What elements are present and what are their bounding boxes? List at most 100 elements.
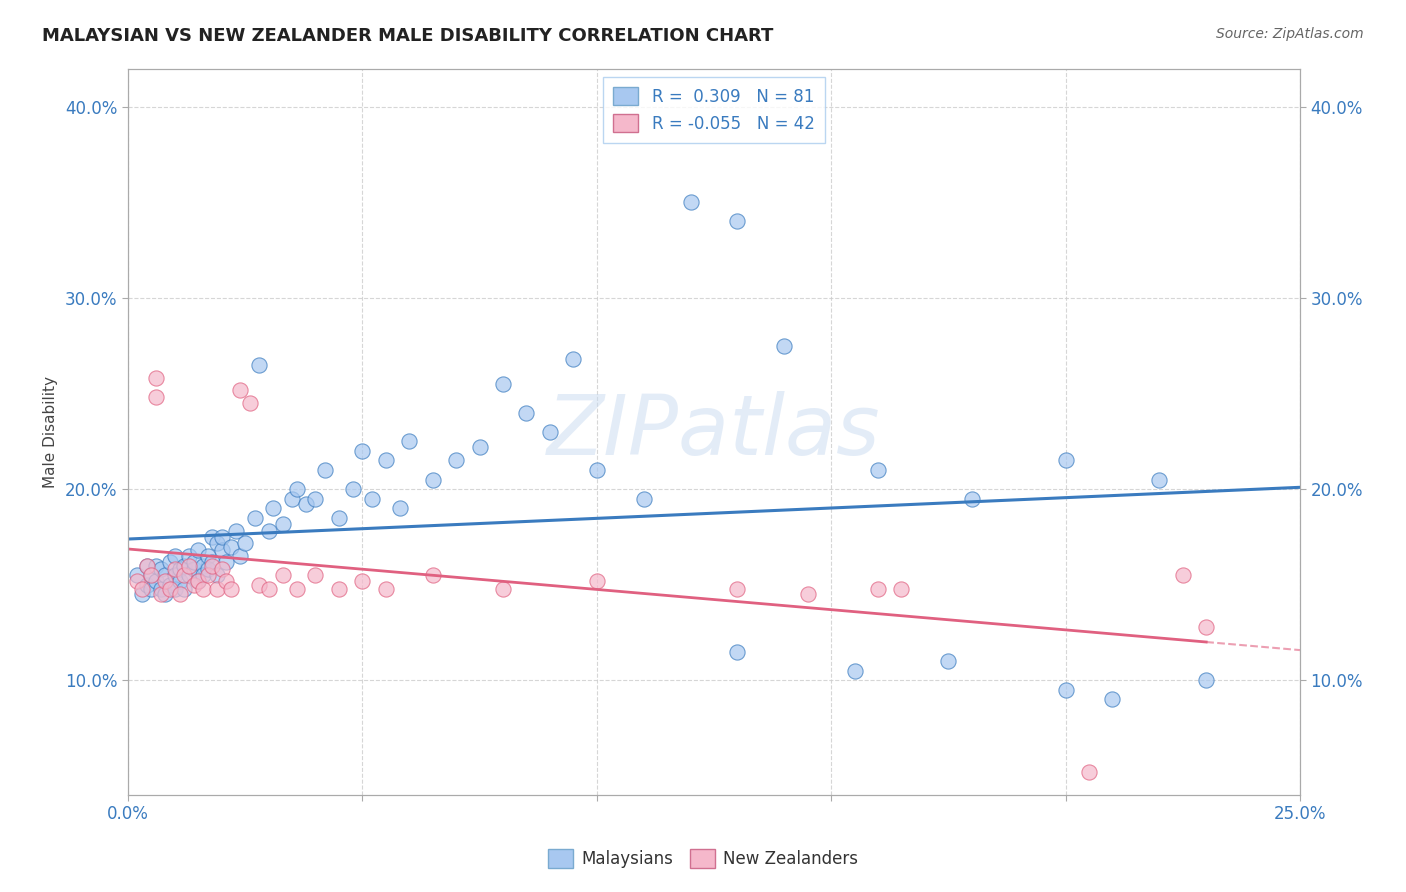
Point: [163, 549, 186, 563]
Point: [211, 530, 233, 544]
Point: [585, 463, 607, 477]
Point: [155, 568, 177, 582]
Point: [868, 582, 890, 596]
Point: [374, 453, 396, 467]
Point: [205, 582, 228, 596]
Point: [285, 582, 308, 596]
Point: [538, 425, 561, 439]
Point: [159, 582, 181, 596]
Point: [187, 543, 209, 558]
Point: [1054, 453, 1077, 467]
Point: [352, 444, 374, 458]
Point: [328, 511, 350, 525]
Point: [239, 396, 262, 410]
Point: [938, 654, 960, 668]
Point: [183, 578, 205, 592]
Point: [135, 558, 157, 573]
Point: [422, 568, 444, 582]
Point: [177, 558, 200, 573]
Point: [211, 562, 233, 576]
Point: [422, 473, 444, 487]
Point: [155, 574, 177, 588]
Point: [201, 555, 224, 569]
Text: Source: ZipAtlas.com: Source: ZipAtlas.com: [1216, 27, 1364, 41]
Point: [225, 524, 247, 539]
Point: [374, 582, 396, 596]
Point: [197, 549, 219, 563]
Point: [585, 574, 607, 588]
Text: MALAYSIAN VS NEW ZEALANDER MALE DISABILITY CORRELATION CHART: MALAYSIAN VS NEW ZEALANDER MALE DISABILI…: [42, 27, 773, 45]
Point: [145, 371, 167, 385]
Point: [149, 587, 172, 601]
Point: [262, 501, 284, 516]
Point: [960, 491, 983, 506]
Point: [169, 574, 191, 588]
Point: [127, 574, 149, 588]
Point: [398, 434, 420, 449]
Point: [173, 582, 195, 596]
Point: [314, 463, 336, 477]
Point: [328, 582, 350, 596]
Point: [796, 587, 818, 601]
Point: [468, 440, 491, 454]
Point: [243, 511, 266, 525]
Point: [159, 555, 181, 569]
Point: [257, 582, 280, 596]
Point: [215, 574, 238, 588]
Point: [169, 562, 191, 576]
Point: [177, 549, 200, 563]
Point: [163, 562, 186, 576]
Point: [444, 453, 467, 467]
Point: [135, 558, 157, 573]
Point: [149, 562, 172, 576]
Point: [219, 540, 242, 554]
Point: [271, 516, 294, 531]
Point: [135, 578, 157, 592]
Point: [163, 582, 186, 596]
Text: ZIPatlas: ZIPatlas: [547, 392, 880, 472]
Point: [725, 582, 748, 596]
Point: [257, 524, 280, 539]
Point: [145, 390, 167, 404]
Point: [844, 664, 866, 678]
Point: [388, 501, 411, 516]
Point: [177, 568, 200, 582]
Point: [233, 535, 256, 549]
Legend: Malaysians, New Zealanders: Malaysians, New Zealanders: [541, 843, 865, 875]
Point: [219, 582, 242, 596]
Point: [304, 568, 326, 582]
Point: [149, 582, 172, 596]
Point: [173, 568, 195, 582]
Point: [215, 555, 238, 569]
Point: [169, 587, 191, 601]
Point: [1149, 473, 1171, 487]
Point: [247, 358, 270, 372]
Point: [127, 568, 149, 582]
Point: [197, 562, 219, 576]
Point: [145, 558, 167, 573]
Point: [173, 558, 195, 573]
Point: [191, 558, 214, 573]
Point: [155, 587, 177, 601]
Point: [360, 491, 382, 506]
Point: [141, 582, 163, 596]
Point: [1078, 765, 1101, 780]
Point: [163, 568, 186, 582]
Point: [211, 543, 233, 558]
Legend: R =  0.309   N = 81, R = -0.055   N = 42: R = 0.309 N = 81, R = -0.055 N = 42: [603, 77, 824, 143]
Point: [141, 568, 163, 582]
Point: [725, 645, 748, 659]
Point: [295, 498, 318, 512]
Point: [492, 376, 515, 391]
Point: [281, 491, 304, 506]
Point: [285, 482, 308, 496]
Point: [187, 574, 209, 588]
Point: [1054, 682, 1077, 697]
Point: [131, 587, 153, 601]
Point: [191, 568, 214, 582]
Point: [633, 491, 655, 506]
Point: [205, 535, 228, 549]
Point: [183, 555, 205, 569]
Point: [229, 549, 252, 563]
Point: [562, 352, 585, 367]
